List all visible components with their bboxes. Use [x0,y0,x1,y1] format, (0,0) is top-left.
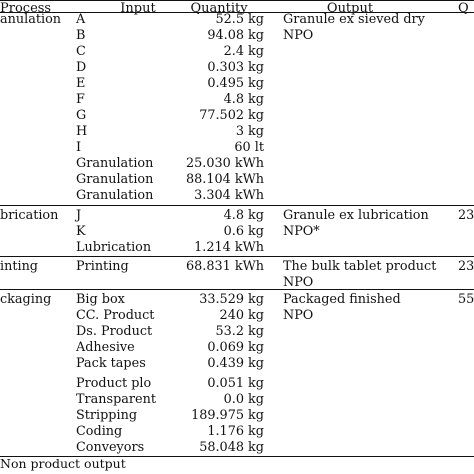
process-printing: inting [0,259,39,274]
input-cell: C [76,44,86,59]
quantity-cell: 60 lt [234,140,264,155]
output-label: The bulk tablet product [283,259,437,274]
input-cell: G [76,108,87,123]
process-lubrication: brication [0,208,59,223]
header-output-quantity: Q [458,1,469,16]
input-cell: B [76,28,86,43]
quantity-cell: 0.495 kg [207,76,264,91]
input-cell: E [76,76,86,91]
quantity-cell: 3 kg [235,124,264,139]
quantity-cell: 77.502 kg [199,108,264,123]
output-label: NPO [283,28,314,43]
output-label: NPO [283,308,314,323]
header-input: Input [120,1,156,16]
input-cell: J [76,208,82,223]
quantity-cell: 25.030 kWh [186,156,264,171]
input-cell: Granulation [76,156,154,171]
quantity-cell: 4.8 kg [223,92,264,107]
quantity-cell: 0.303 kg [207,60,264,75]
quantity-cell: 1.176 kg [207,424,264,439]
output-label: NPO* [283,224,320,239]
input-cell: Coding [76,424,123,439]
input-cell: Ds. Product [76,324,153,339]
quantity-cell: 0.0 kg [223,392,264,407]
input-cell: Stripping [76,408,138,423]
process-packaging: ckaging [0,292,52,307]
input-cell: D [76,60,87,75]
table-bottom-rule [0,456,474,457]
quantity-cell: 58.048 kg [199,440,264,455]
output-quantity: 23 [458,259,474,274]
table-footnote: Non product output [0,456,126,471]
output-quantity: 23 [458,208,474,223]
quantity-cell: 88.104 kWh [186,172,264,187]
quantity-cell: 53.2 kg [215,324,264,339]
input-cell: A [76,12,86,27]
input-cell: H [76,124,88,139]
quantity-cell: 52.5 kg [215,12,264,27]
quantity-cell: 1.214 kWh [194,240,264,255]
input-cell: Adhesive [76,340,135,355]
input-cell: Conveyors [76,440,145,455]
output-label: Packaged finished [283,292,401,307]
quantity-cell: 0.051 kg [207,376,264,391]
input-cell: Transparent [76,392,156,407]
input-cell: Printing [76,259,129,274]
input-cell: Product plo [76,376,152,391]
section-rule [0,256,474,257]
section-rule [0,289,474,290]
input-cell: Granulation [76,172,154,187]
quantity-cell: 4.8 kg [223,208,264,223]
input-cell: Granulation [76,188,154,203]
input-cell: I [76,140,82,155]
quantity-cell: 94.08 kg [207,28,264,43]
output-label: Granule ex sieved dry [283,12,425,27]
input-cell: K [76,224,86,239]
header-bottom-rule [0,12,474,13]
input-cell: Big box [76,292,125,307]
output-label: NPO [283,275,314,290]
quantity-cell: 33.529 kg [199,292,264,307]
quantity-cell: 189.975 kg [191,408,264,423]
process-granulation: anulation [0,12,62,27]
quantity-cell: 2.4 kg [223,44,264,59]
input-cell: Lubrication [76,240,152,255]
input-cell: Pack tapes [76,356,146,371]
output-quantity: 55 [458,292,474,307]
input-cell: F [76,92,85,107]
quantity-cell: 0.6 kg [223,224,264,239]
quantity-cell: 68.831 kWh [186,259,264,274]
output-label: Granule ex lubrication [283,208,429,223]
quantity-cell: 0.069 kg [207,340,264,355]
input-cell: CC. Product [76,308,155,323]
quantity-cell: 0.439 kg [207,356,264,371]
quantity-cell: 240 kg [219,308,264,323]
section-rule [0,205,474,206]
quantity-cell: 3.304 kWh [194,188,264,203]
header-top-rule [0,0,474,1]
